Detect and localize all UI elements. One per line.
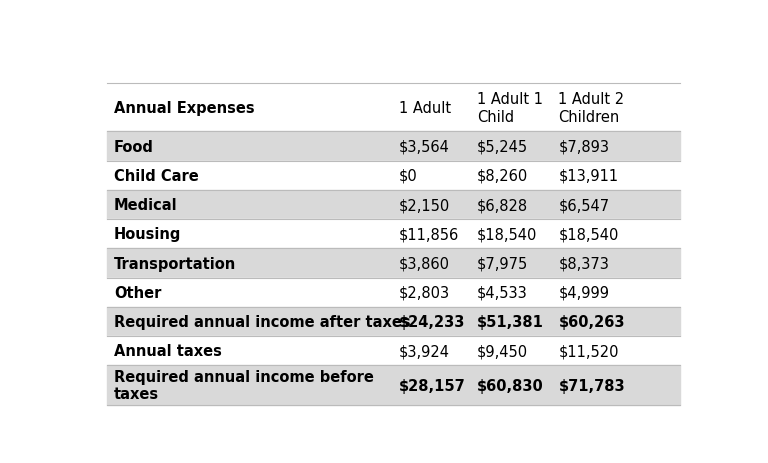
Text: Annual taxes: Annual taxes bbox=[114, 344, 222, 358]
Text: $9,450: $9,450 bbox=[477, 344, 528, 358]
Text: $60,263: $60,263 bbox=[558, 314, 625, 329]
Text: $6,547: $6,547 bbox=[558, 198, 610, 213]
Text: $0: $0 bbox=[399, 169, 418, 183]
Text: $51,381: $51,381 bbox=[477, 314, 544, 329]
Bar bbox=[107, 337, 680, 366]
Text: $13,911: $13,911 bbox=[558, 169, 618, 183]
Text: Annual Expenses: Annual Expenses bbox=[114, 100, 254, 116]
Text: Required annual income before
taxes: Required annual income before taxes bbox=[114, 369, 374, 401]
Text: Medical: Medical bbox=[114, 198, 177, 213]
Text: $5,245: $5,245 bbox=[477, 139, 528, 154]
Text: $28,157: $28,157 bbox=[399, 378, 465, 393]
Text: $8,373: $8,373 bbox=[558, 256, 609, 271]
Text: $11,856: $11,856 bbox=[399, 227, 459, 242]
Text: $4,533: $4,533 bbox=[477, 285, 528, 300]
Text: $24,233: $24,233 bbox=[399, 314, 465, 329]
Text: 1 Adult 2
Children: 1 Adult 2 Children bbox=[558, 92, 624, 124]
Text: $2,803: $2,803 bbox=[399, 285, 450, 300]
Text: $8,260: $8,260 bbox=[477, 169, 528, 183]
Text: $3,924: $3,924 bbox=[399, 344, 450, 358]
Text: $18,540: $18,540 bbox=[558, 227, 619, 242]
Text: $60,830: $60,830 bbox=[477, 378, 544, 393]
Text: $3,860: $3,860 bbox=[399, 256, 450, 271]
Text: $2,150: $2,150 bbox=[399, 198, 450, 213]
Text: $3,564: $3,564 bbox=[399, 139, 450, 154]
Text: $18,540: $18,540 bbox=[477, 227, 538, 242]
Text: Other: Other bbox=[114, 285, 161, 300]
Text: $11,520: $11,520 bbox=[558, 344, 619, 358]
Bar bbox=[107, 278, 680, 307]
Text: 1 Adult 1
Child: 1 Adult 1 Child bbox=[477, 92, 543, 124]
Text: 1 Adult: 1 Adult bbox=[399, 100, 451, 116]
Text: Housing: Housing bbox=[114, 227, 181, 242]
Bar bbox=[107, 162, 680, 191]
Text: Child Care: Child Care bbox=[114, 169, 199, 183]
Text: $6,828: $6,828 bbox=[477, 198, 528, 213]
Text: Food: Food bbox=[114, 139, 154, 154]
Text: $71,783: $71,783 bbox=[558, 378, 625, 393]
Bar bbox=[107, 132, 680, 162]
Bar bbox=[107, 191, 680, 220]
Text: $7,975: $7,975 bbox=[477, 256, 528, 271]
Bar bbox=[107, 220, 680, 249]
Text: Required annual income after taxes: Required annual income after taxes bbox=[114, 314, 410, 329]
Text: $7,893: $7,893 bbox=[558, 139, 610, 154]
Bar bbox=[107, 307, 680, 337]
Text: Transportation: Transportation bbox=[114, 256, 236, 271]
Bar bbox=[107, 249, 680, 278]
Text: $4,999: $4,999 bbox=[558, 285, 610, 300]
